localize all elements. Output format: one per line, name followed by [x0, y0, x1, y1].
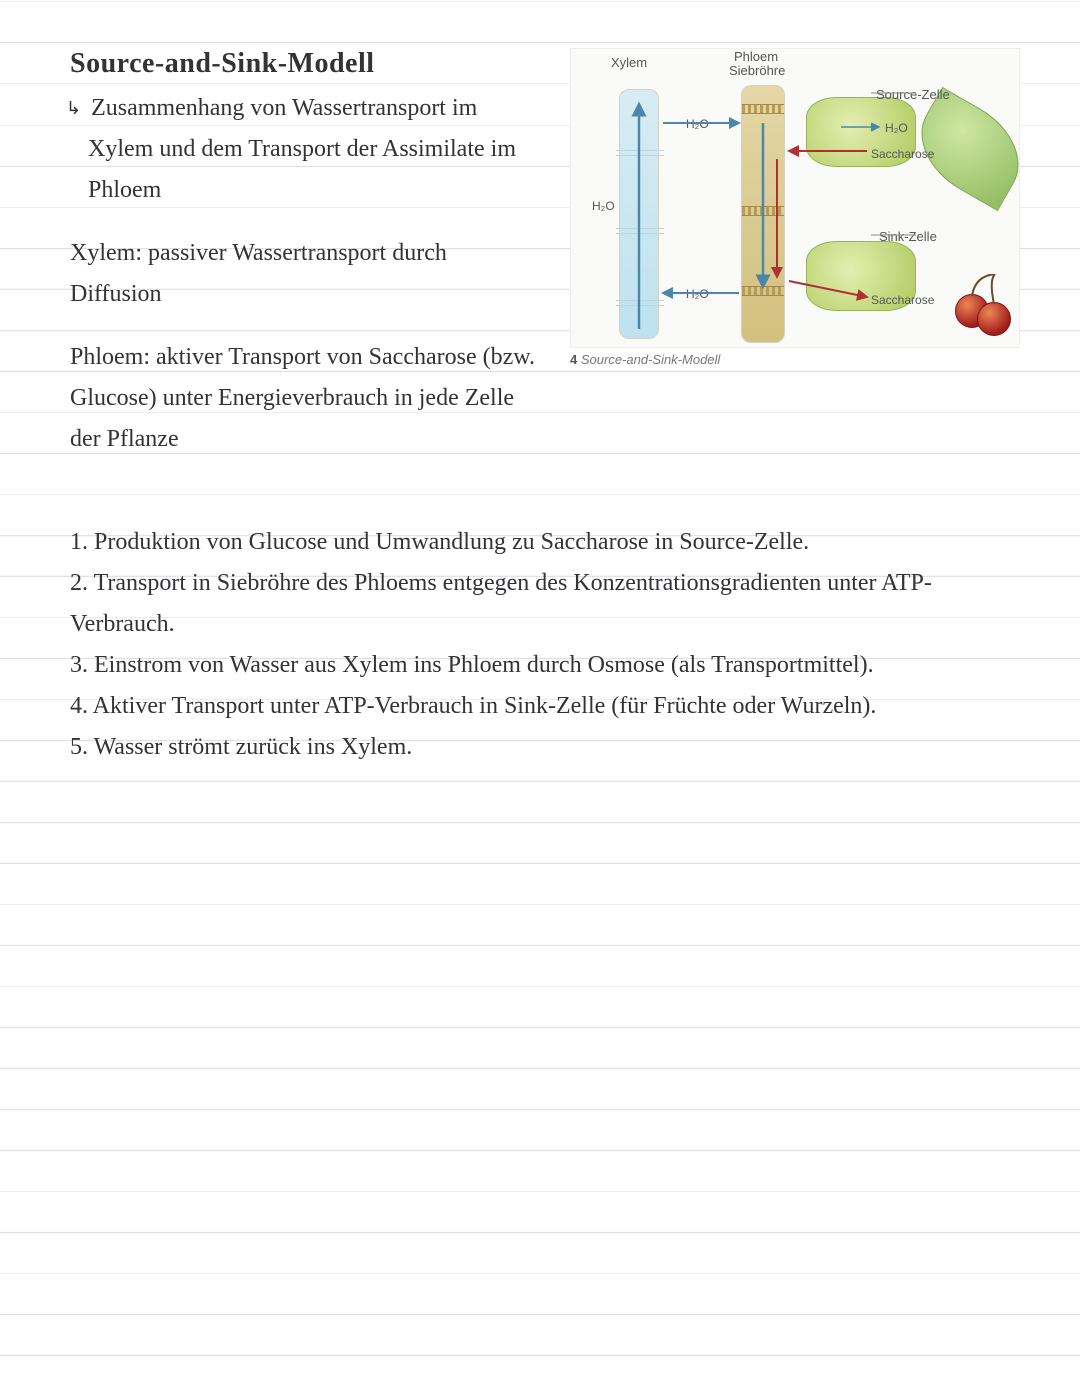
arrows-overlay [571, 49, 1021, 349]
caption-text: Source-and-Sink-Modell [581, 352, 720, 367]
diagram-caption: 4 Source-and-Sink-Modell [570, 352, 1020, 367]
intro-text: Zusammenhang von Wassertransport im Xyle… [88, 95, 516, 203]
step-4: 4. Aktiver Transport unter ATP-Verbrauch… [70, 686, 1020, 727]
step-5: 5. Wasser strömt zurück ins Xylem. [70, 727, 1020, 768]
xylem-paragraph: Xylem: passiver Wassertransport durch Di… [70, 233, 540, 315]
step-3: 3. Einstrom von Wasser aus Xylem ins Phl… [70, 645, 1020, 686]
left-column: Source-and-Sink-Modell ↳ Zusammenhang vo… [70, 48, 540, 482]
step-1: 1. Produktion von Glucose und Umwandlung… [70, 522, 1020, 563]
page-content: Source-and-Sink-Modell ↳ Zusammenhang vo… [0, 0, 1080, 768]
indent-arrow-icon: ↳ [66, 88, 81, 129]
right-column: Xylem Phloem Siebröhre [570, 48, 1020, 367]
caption-number: 4 [570, 352, 577, 367]
steps-list: 1. Produktion von Glucose und Umwandlung… [70, 522, 1020, 768]
step-2: 2. Transport in Siebröhre des Phloems en… [70, 563, 1020, 645]
page-title: Source-and-Sink-Modell [70, 48, 540, 80]
phloem-paragraph: Phloem: aktiver Transport von Saccharose… [70, 337, 540, 460]
source-sink-diagram: Xylem Phloem Siebröhre [570, 48, 1020, 348]
intro-paragraph: ↳ Zusammenhang von Wassertransport im Xy… [88, 88, 540, 211]
